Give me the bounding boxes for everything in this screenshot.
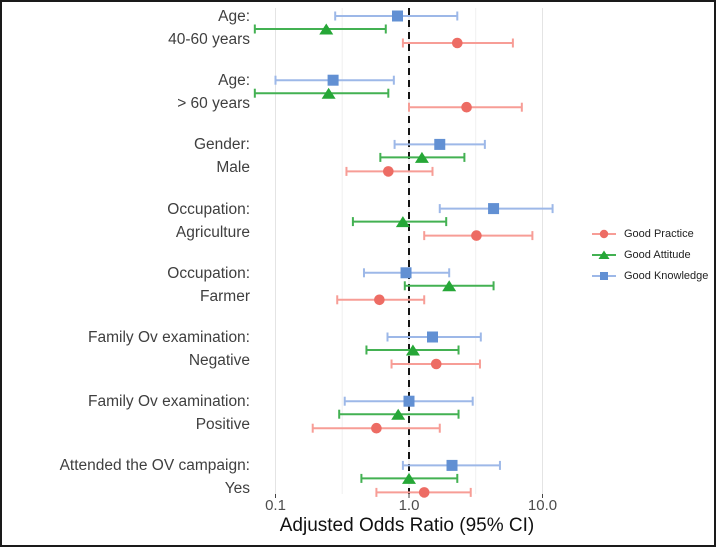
category-label-line1: Gender: [193,136,250,154]
category-label-line1: Occupation: [167,264,250,282]
category-label-line1: Age: [218,72,250,90]
point-marker-circle [461,101,472,113]
point-marker-circle [383,166,394,177]
legend-item: Good Attitude [591,244,708,265]
legend-label: Good Practice [624,227,694,240]
point-marker-square [446,459,458,471]
legend-marker-square-icon [592,271,616,280]
point-marker-square [400,267,412,279]
point-marker-triangle [391,408,406,420]
category-label-line2: Positive [195,416,250,434]
x-tick-label: 10.0 [528,497,557,514]
category-label: Family Ov examination: Negative [2,326,250,372]
point-marker-square [434,138,446,150]
category-label-line1: Age: [218,8,250,25]
point-marker-triangle [402,472,416,484]
point-marker-triangle [395,216,410,228]
legend-item: Good Practice [591,223,708,244]
point-marker-circle [451,37,463,49]
point-marker-circle [371,422,382,434]
legend-marker-circle-icon [592,229,616,238]
category-label: Age: 40-60 years [2,5,250,51]
category-label: Age: > 60 years [2,69,250,115]
category-label: Attended the OV campaign: Yes [2,454,250,500]
legend-label: Good Knowledge [624,269,709,282]
point-marker-triangle [405,344,420,356]
category-label-line2: > 60 years [177,95,250,113]
point-marker-circle [418,487,430,498]
point-marker-square [391,10,403,22]
category-label-line2: Negative [188,352,250,369]
category-label-line1: Attended the OV campaign: [59,457,250,475]
category-label-line2: Farmer [200,287,250,305]
category-label-line1: Family Ov examination: [88,329,250,346]
x-axis-title: Adjusted Odds Ratio (95% CI) [279,515,535,536]
category-label: Family Ov examination: Positive [2,390,250,436]
point-marker-square [488,203,500,215]
point-marker-circle [430,358,442,370]
category-label-line2: Agriculture [175,223,250,241]
category-label-line1: Family Ov examination: [88,393,250,411]
point-marker-square [403,395,415,407]
category-label-line2: Male [216,159,250,177]
category-label: Occupation: Agriculture [2,198,250,244]
x-tick-label: 0.1 [265,497,286,514]
category-label-line1: Occupation: [167,200,250,218]
x-tick-label: 1.0 [399,497,420,514]
legend: Good Practice Good Attitude Good Knowledge [591,223,708,286]
point-marker-square [427,331,439,343]
category-label: Occupation: Farmer [2,262,250,308]
point-marker-circle [374,294,385,306]
category-label: Gender: Male [2,133,250,179]
point-marker-triangle [442,280,457,292]
category-label-line2: 40-60 years [168,31,250,48]
legend-item: Good Knowledge [591,265,708,286]
category-label-line2: Yes [224,480,250,498]
point-marker-circle [471,230,482,241]
point-marker-triangle [414,151,429,163]
legend-label: Good Attitude [624,248,691,261]
point-marker-square [327,74,339,86]
legend-marker-triangle-icon [592,250,616,259]
point-marker-triangle [321,87,336,99]
point-marker-triangle [319,23,334,35]
